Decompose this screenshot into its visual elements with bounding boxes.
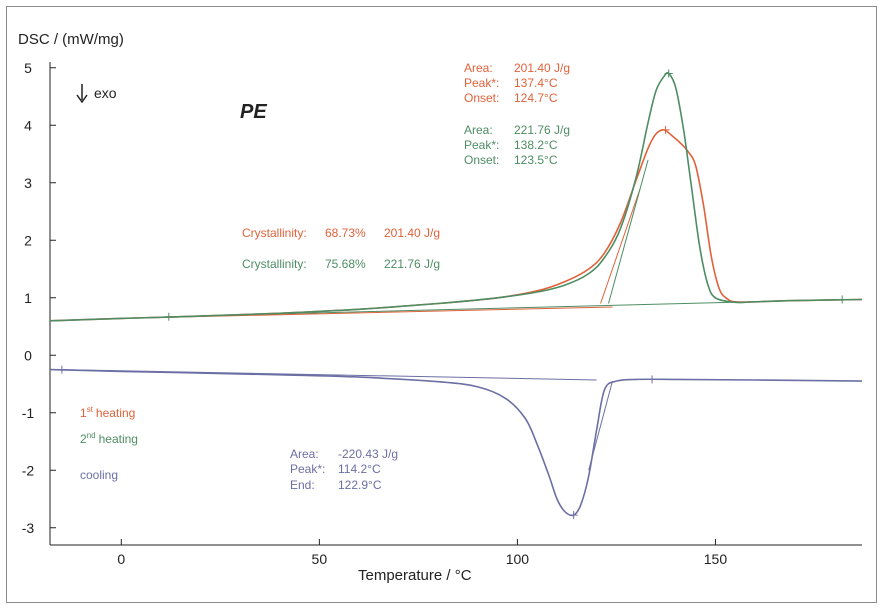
ann2-peak-value: 138.2°C bbox=[514, 138, 558, 152]
ann2-onset-value: 123.5°C bbox=[514, 153, 558, 167]
series-line-cooling bbox=[49, 368, 863, 517]
ann1-onset-value: 124.7°C bbox=[514, 91, 558, 105]
chart-title: PE bbox=[240, 101, 267, 123]
y-axis-title: DSC / (mW/mg) bbox=[18, 31, 124, 48]
y-tick-label: 3 bbox=[24, 175, 32, 191]
y-tick-label: 2 bbox=[24, 232, 32, 248]
annotation-crystallinity-1: Crystallinity: 68.73% 201.40 J/g bbox=[242, 226, 440, 240]
series-line-first-heating bbox=[49, 128, 863, 322]
cryst1-label: Crystallinity: bbox=[242, 226, 307, 240]
y-tick-label: -2 bbox=[22, 462, 35, 478]
ann3-area-value: -220.43 J/g bbox=[338, 447, 398, 461]
x-tick-label: 50 bbox=[312, 551, 328, 567]
x-axis-title: Temperature / °C bbox=[358, 567, 472, 584]
y-tick-label: -1 bbox=[22, 405, 35, 421]
ann1-peak-label: Peak*: bbox=[464, 76, 499, 90]
ann3-end-value: 122.9°C bbox=[338, 478, 382, 492]
chart-frame bbox=[6, 6, 877, 603]
annotation-second-heating: Area: 221.76 J/g Peak*: 138.2°C Onset: 1… bbox=[464, 123, 570, 167]
legend: 1st heating 2nd heating cooling bbox=[80, 405, 138, 482]
ann2-area-value: 221.76 J/g bbox=[514, 123, 570, 137]
annotation-first-heating: Area: 201.40 J/g Peak*: 137.4°C Onset: 1… bbox=[464, 61, 570, 105]
exo-indicator: exo bbox=[76, 84, 117, 104]
cryst2-label: Crystallinity: bbox=[242, 257, 307, 271]
ann1-area-value: 201.40 J/g bbox=[514, 61, 570, 75]
ann2-area-label: Area: bbox=[464, 123, 493, 137]
y-tick-label: 4 bbox=[24, 117, 32, 133]
baselines bbox=[57, 69, 847, 520]
annotation-crystallinity-2: Crystallinity: 75.68% 221.76 J/g bbox=[242, 257, 440, 271]
ann3-end-label: End: bbox=[290, 478, 315, 492]
cryst1-percent: 68.73% bbox=[325, 226, 366, 240]
legend-cooling: cooling bbox=[80, 468, 118, 482]
x-tick-label: 150 bbox=[704, 551, 728, 567]
y-tick-label: 5 bbox=[24, 60, 32, 76]
ann2-onset-label: Onset: bbox=[464, 153, 499, 167]
y-ticks: 5 4 3 2 1 0 -1 -2 -3 bbox=[22, 60, 56, 536]
x-tick-label: 100 bbox=[506, 551, 530, 567]
x-tick-label: 0 bbox=[117, 551, 125, 567]
y-tick-label: 1 bbox=[24, 290, 32, 306]
y-tick-label: 0 bbox=[24, 347, 32, 363]
arrow-head-icon bbox=[76, 94, 88, 104]
legend-second-heating: 2nd heating bbox=[80, 431, 138, 446]
ann3-peak-label: Peak*: bbox=[290, 462, 325, 476]
ann3-peak-value: 114.2°C bbox=[338, 462, 381, 476]
annotation-cooling: Area: -220.43 J/g Peak*: 114.2°C End: 12… bbox=[290, 447, 398, 492]
x-ticks: 0 50 100 150 bbox=[117, 539, 727, 567]
cryst2-area: 221.76 J/g bbox=[384, 257, 440, 271]
ann2-peak-label: Peak*: bbox=[464, 138, 499, 152]
ann1-area-label: Area: bbox=[464, 61, 493, 75]
baseline bbox=[168, 306, 613, 318]
exo-label: exo bbox=[94, 85, 117, 101]
baseline bbox=[608, 159, 649, 304]
baseline bbox=[600, 188, 641, 304]
cryst2-percent: 75.68% bbox=[325, 257, 366, 271]
ann1-onset-label: Onset: bbox=[464, 91, 499, 105]
ann3-area-label: Area: bbox=[290, 447, 319, 461]
cryst1-area: 201.40 J/g bbox=[384, 226, 440, 240]
y-tick-label: -3 bbox=[22, 520, 35, 536]
series-line-second-heating bbox=[49, 71, 863, 322]
legend-first-heating: 1st heating bbox=[80, 405, 135, 420]
ann1-peak-value: 137.4°C bbox=[514, 76, 558, 90]
